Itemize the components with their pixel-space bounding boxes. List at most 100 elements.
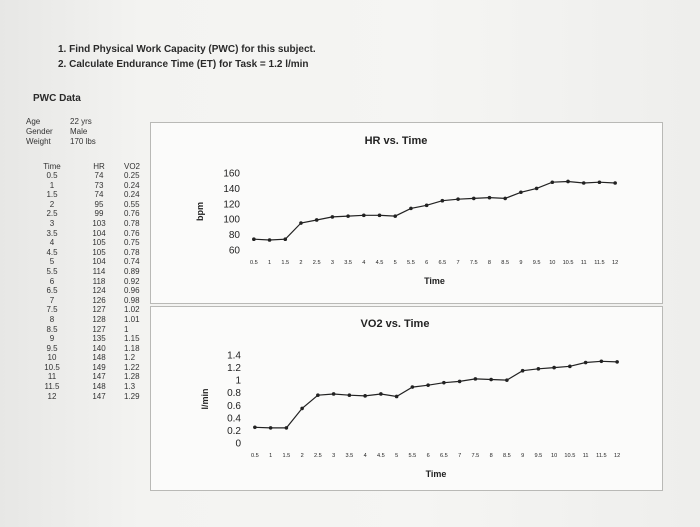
x-axis-label: Time (426, 469, 447, 479)
table-row: 5 104 0.74 (26, 257, 162, 267)
cell-vo2: 1.3 (124, 382, 136, 392)
data-point (362, 213, 366, 218)
x-tick-label: 9 (519, 260, 522, 266)
x-tick-label: 11.5 (596, 453, 606, 459)
cell-vo2: 0.24 (124, 190, 140, 200)
x-tick-label: 4 (364, 453, 367, 459)
series-line (253, 180, 616, 241)
cell-hr: 104 (92, 228, 106, 238)
cell-hr: 99 (94, 209, 104, 219)
table-row: 3.5 104 0.76 (26, 229, 162, 239)
data-point (440, 198, 445, 203)
y-axis-label: l/min (200, 388, 210, 409)
data-point (534, 186, 539, 191)
cell-hr: 105 (92, 247, 106, 257)
table-row: 9.5 140 1.18 (26, 344, 162, 354)
cell-vo2: 1.29 (124, 391, 140, 401)
x-tick-label: 8.5 (501, 260, 509, 266)
table-row: 1.5 74 0.24 (26, 190, 162, 200)
x-tick-label: 4.5 (376, 260, 384, 266)
y-tick-label: 100 (223, 215, 240, 226)
x-tick-label: 10 (551, 453, 557, 459)
pwc-data-table: Time HR VO2 0.5 74 0.25 1 73 0.24 1.5 74 0.24 2 95… (26, 162, 162, 401)
x-tick-label: 5.5 (408, 453, 416, 459)
hr-chart-panel: HR vs. Time 60 80 100 120 140 160 0.5 1 1.5 2 2.5 3 3… (150, 122, 663, 304)
header-vo2: VO2 (124, 162, 141, 171)
weight-row: Weight 170 lbs (26, 137, 96, 147)
data-point (471, 196, 476, 201)
cell-hr: 147 (92, 372, 106, 382)
instruction-2: 2. Calculate Endurance Time (ET) for Tas… (58, 59, 309, 70)
data-point (613, 181, 617, 185)
cell-vo2: 0.25 (124, 171, 140, 180)
data-point (377, 213, 382, 218)
cell-time: 5.5 (46, 266, 58, 276)
gender-label: Gender (26, 127, 53, 136)
cell-time: 3.5 (46, 228, 58, 238)
x-tick-label: 8 (488, 260, 491, 266)
cell-time: 11 (47, 372, 57, 382)
instruction-1: 1. Find Physical Work Capacity (PWC) for… (58, 44, 316, 55)
x-tick-label: 2 (299, 260, 302, 266)
cell-vo2: 0.76 (124, 209, 140, 219)
cell-vo2: 1.28 (124, 372, 140, 382)
cell-time: 7 (49, 295, 55, 305)
x-tick-label: 1 (268, 260, 271, 266)
cell-vo2: 0.76 (124, 228, 140, 238)
cell-time: 5 (49, 257, 55, 267)
x-tick-label: 11.5 (594, 260, 604, 266)
data-point (505, 378, 509, 382)
cell-time: 10.5 (44, 362, 60, 372)
data-point (268, 426, 273, 430)
cell-vo2: 0.55 (124, 199, 140, 209)
table-row: 10 148 1.2 (26, 353, 162, 363)
x-tick-label: 0.5 (250, 260, 258, 266)
cell-time: 2 (49, 199, 55, 209)
cell-vo2: 1.2 (124, 353, 136, 363)
x-tick-label: 10.5 (564, 453, 575, 459)
table-row: 7 126 0.98 (26, 296, 162, 306)
cell-hr: 103 (92, 218, 106, 228)
table-row: 7.5 127 1.02 (26, 305, 162, 315)
cell-hr: 74 (94, 190, 104, 200)
data-point (503, 196, 507, 201)
data-point (331, 392, 336, 396)
x-tick-label: 10.5 (563, 260, 574, 266)
table-row: 2 95 0.55 (26, 200, 162, 210)
cell-vo2: 1.02 (124, 305, 140, 315)
table-row: 11 147 1.28 (26, 372, 162, 382)
data-point (253, 425, 257, 430)
data-point (442, 380, 446, 385)
cell-hr: 124 (92, 286, 106, 296)
x-tick-label: 3 (331, 260, 334, 266)
data-point (346, 214, 350, 218)
data-point (568, 364, 572, 369)
y-tick-label: 0.4 (227, 413, 241, 424)
cell-vo2: 0.98 (124, 295, 140, 305)
x-axis-label: Time (424, 276, 445, 286)
y-tick-label: 1.2 (227, 363, 241, 374)
cell-hr: 126 (92, 295, 106, 305)
x-tick-label: 10 (549, 260, 555, 266)
cell-hr: 135 (92, 334, 106, 344)
data-point (597, 180, 602, 185)
x-tick-label: 2.5 (313, 260, 321, 266)
cell-time: 9 (49, 334, 55, 344)
table-row: 10.5 149 1.22 (26, 363, 162, 373)
data-point (284, 426, 289, 430)
cell-vo2: 0.78 (124, 218, 140, 228)
y-tick-label: 140 (223, 184, 240, 195)
y-tick-label: 0.6 (227, 401, 241, 412)
table-row: 6.5 124 0.96 (26, 286, 162, 296)
gender-row: Gender Male (26, 127, 96, 137)
cell-vo2: 1.22 (124, 362, 140, 372)
x-tick-label: 5 (394, 260, 397, 266)
data-point (520, 368, 525, 373)
weight-value: 170 lbs (70, 137, 96, 146)
cell-time: 1 (49, 180, 55, 190)
y-tick-label: 120 (223, 199, 240, 210)
x-tick-label: 2.5 (314, 453, 322, 459)
chart-title: VO2 vs. Time (361, 318, 430, 330)
table-row: 11.5 148 1.3 (26, 382, 162, 392)
